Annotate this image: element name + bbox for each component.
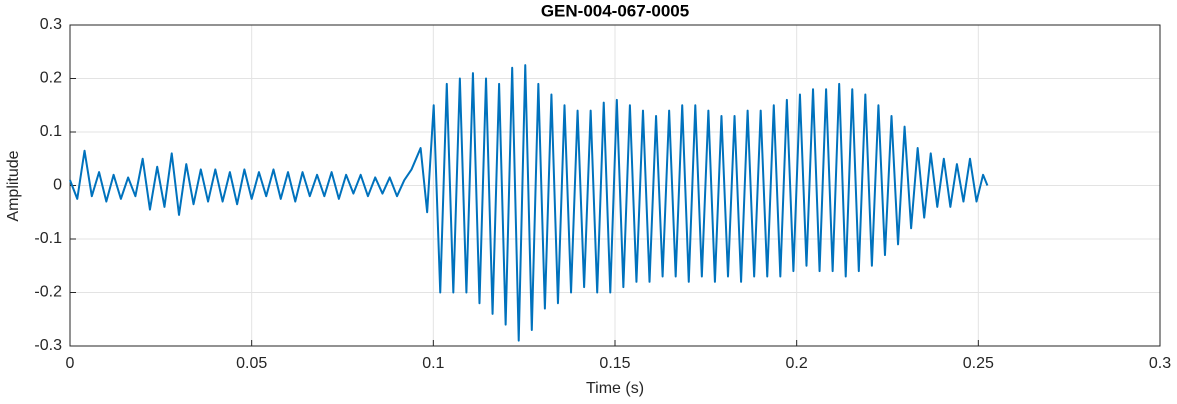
x-tick-label: 0.05 <box>236 355 267 372</box>
x-tick-label: 0.15 <box>599 355 630 372</box>
chart-title: GEN-004-067-0005 <box>541 1 689 20</box>
x-axis-label: Time (s) <box>586 380 644 397</box>
y-tick-label: -0.1 <box>34 230 62 247</box>
x-tick-label: 0.25 <box>963 355 994 372</box>
y-tick-label: 0.2 <box>40 70 62 87</box>
y-axis-label: Amplitude <box>5 150 22 221</box>
x-tick-label: 0.2 <box>786 355 808 372</box>
waveform-line <box>69 64 989 342</box>
y-tick-label: 0.1 <box>40 123 62 140</box>
plot-frame <box>69 24 1161 347</box>
y-tick-label: 0.3 <box>40 16 62 33</box>
y-tick-label: -0.3 <box>34 337 62 354</box>
x-tick-label: 0.1 <box>422 355 444 372</box>
y-tick-label: 0 <box>53 177 62 194</box>
x-tick-label: 0 <box>66 355 75 372</box>
y-tick-label: -0.2 <box>34 284 62 301</box>
x-tick-label: 0.3 <box>1149 355 1171 372</box>
